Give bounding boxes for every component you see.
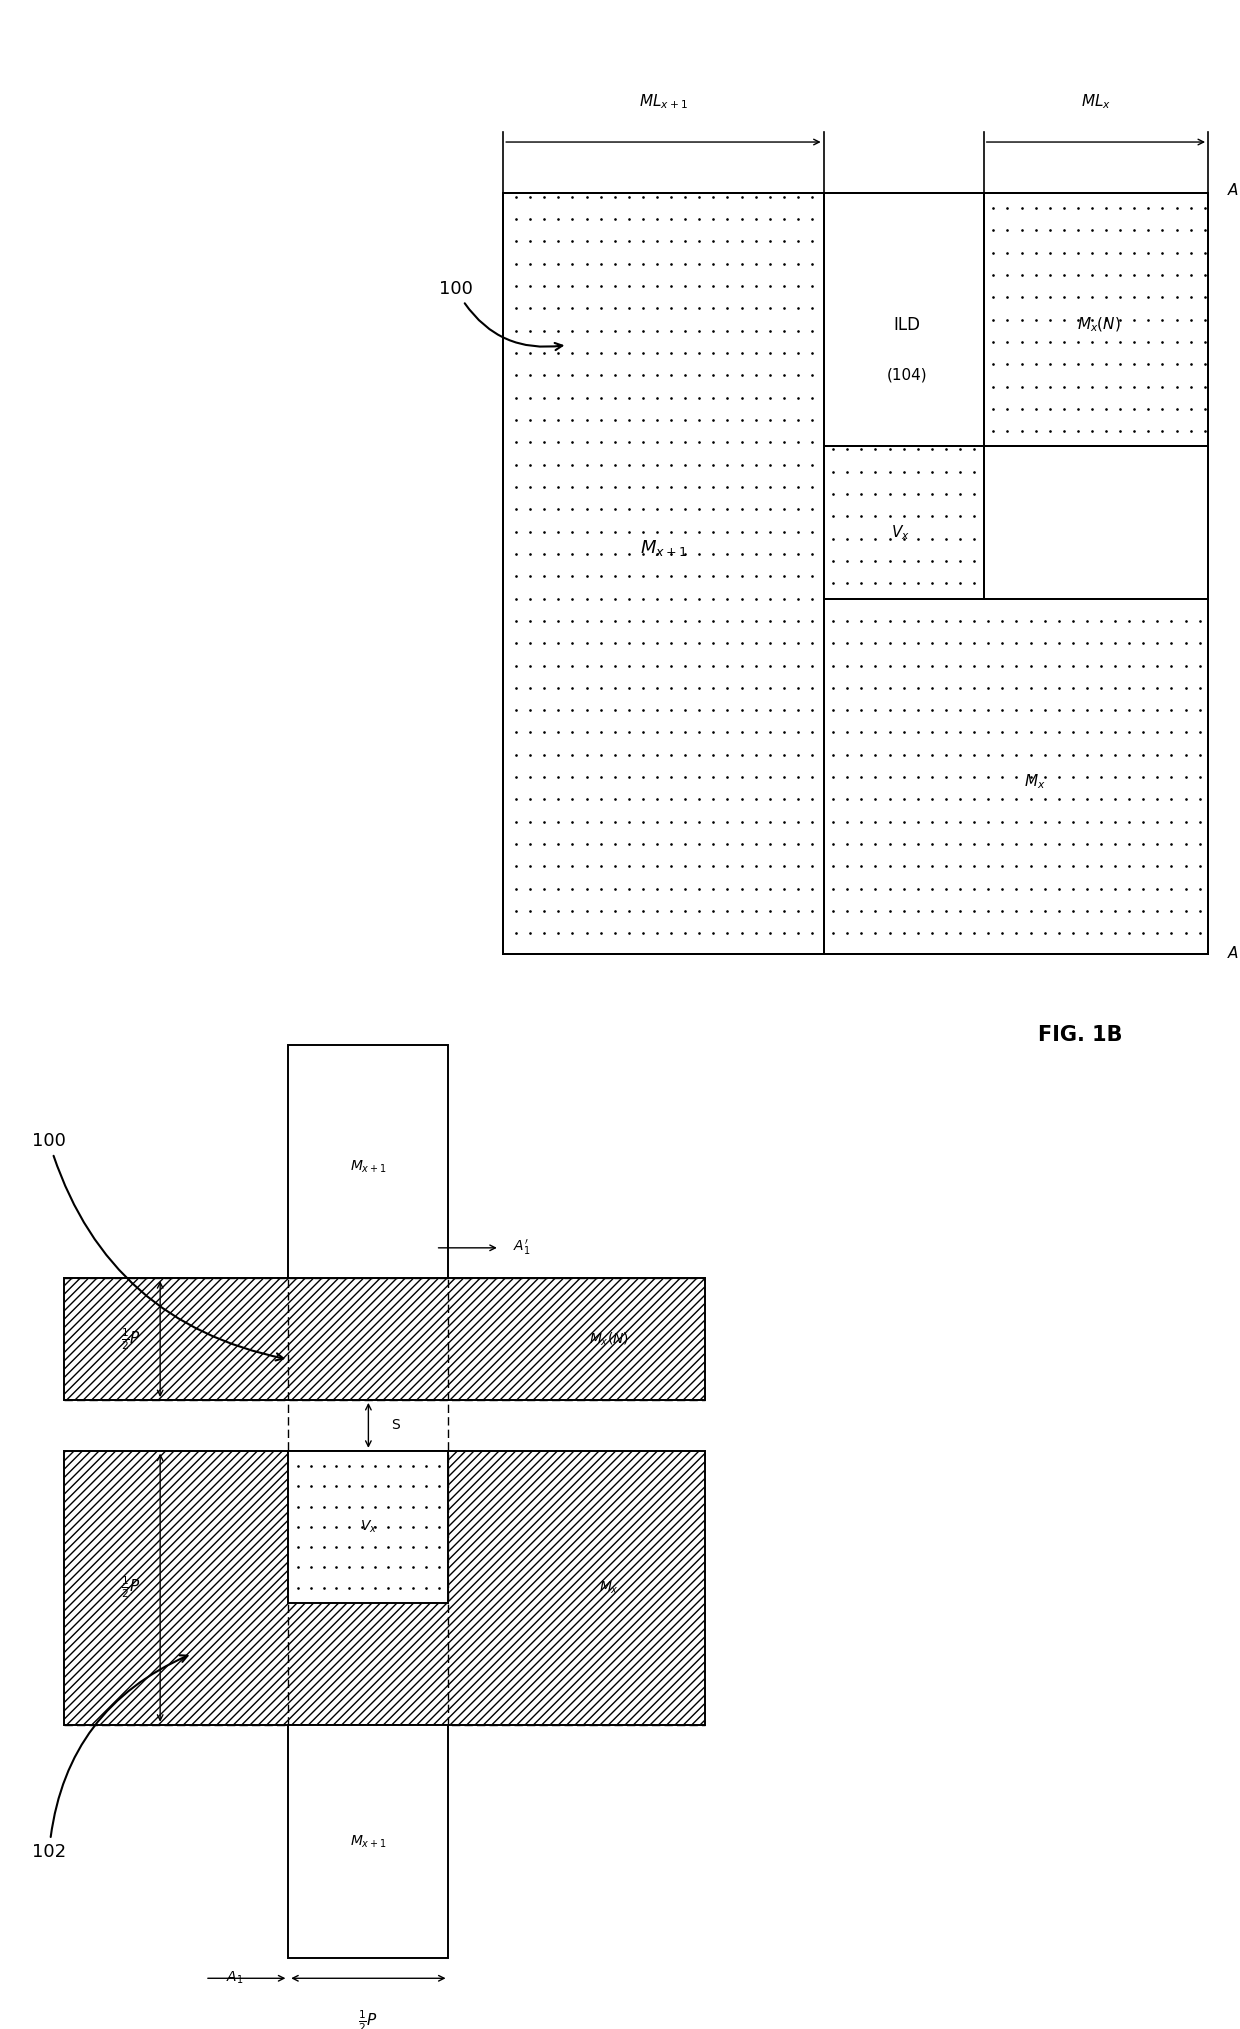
Text: 102: 102 (32, 1656, 187, 1861)
Bar (64, 1451, 704, 1725)
Text: $\frac{1}{2}P$: $\frac{1}{2}P$ (358, 2009, 378, 2029)
Text: $M_{x+1}$: $M_{x+1}$ (640, 538, 687, 558)
Text: $\frac{1}{2}P$: $\frac{1}{2}P$ (122, 1575, 141, 1601)
Bar (288, 1725, 449, 1958)
Bar (983, 193, 1208, 446)
Text: FIG. 1B: FIG. 1B (1038, 1025, 1122, 1045)
Bar (823, 599, 1208, 954)
Text: ILD: ILD (893, 317, 920, 333)
Text: $A_1'$: $A_1'$ (512, 1238, 529, 1258)
Text: $\frac{1}{2}P$: $\frac{1}{2}P$ (122, 1327, 141, 1351)
Text: (104): (104) (887, 367, 928, 383)
Text: $ML_x$: $ML_x$ (1081, 91, 1111, 112)
Bar (288, 1045, 449, 1278)
Text: $ML_{x+1}$: $ML_{x+1}$ (639, 91, 688, 112)
Text: 100: 100 (439, 280, 562, 351)
Text: $A_1'$: $A_1'$ (1228, 183, 1240, 203)
Text: 100: 100 (32, 1132, 283, 1361)
Bar (823, 446, 983, 599)
Text: $V_x$: $V_x$ (892, 523, 910, 542)
Text: $M_{x+1}$: $M_{x+1}$ (350, 1159, 387, 1175)
Text: $V_x$: $V_x$ (360, 1518, 377, 1536)
Text: $A_1$: $A_1$ (1228, 943, 1240, 964)
Bar (823, 193, 1208, 599)
Text: $M_{x+1}$: $M_{x+1}$ (350, 1832, 387, 1850)
Text: $A_1$: $A_1$ (226, 1970, 243, 1986)
Bar (288, 1451, 449, 1603)
Bar (64, 1278, 704, 1400)
Text: $M_x$: $M_x$ (1024, 771, 1045, 791)
Text: S: S (391, 1418, 399, 1432)
Text: $M_x(N)$: $M_x(N)$ (589, 1331, 629, 1347)
Text: $M_x(N)$: $M_x(N)$ (1078, 314, 1121, 335)
Bar (503, 193, 823, 954)
Text: $M_x$: $M_x$ (599, 1579, 619, 1597)
